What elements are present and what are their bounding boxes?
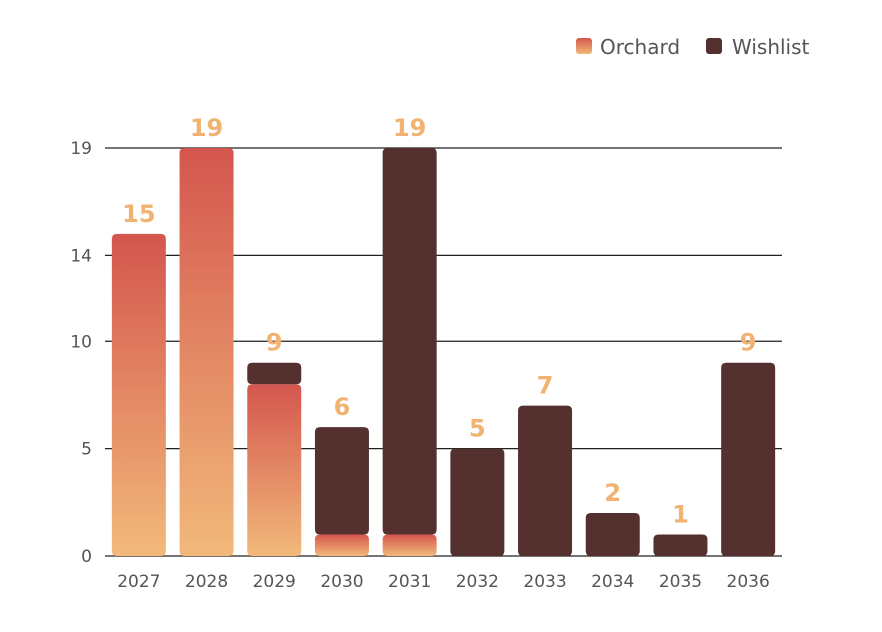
bar-wishlist-2032 (450, 448, 505, 556)
y-tick-label: 10 (70, 332, 92, 352)
x-tick-label: 2036 (727, 572, 770, 592)
bar-wishlist-2033 (518, 405, 573, 556)
y-tick-label: 19 (70, 139, 92, 159)
x-tick-label: 2027 (117, 572, 160, 592)
bars (111, 148, 776, 557)
total-label: 9 (266, 329, 283, 357)
bar-wishlist-2034 (585, 513, 640, 556)
x-tick-label: 2028 (185, 572, 228, 592)
legend-swatch-orchard (576, 38, 592, 54)
x-tick-label: 2033 (523, 572, 566, 592)
bar-wishlist-2031 (382, 148, 437, 535)
y-tick-label: 0 (81, 547, 92, 567)
bar-orchard-2029 (247, 384, 302, 556)
total-label: 2 (604, 479, 621, 507)
legend-label-wishlist: Wishlist (732, 35, 810, 59)
legend-swatch-wishlist (706, 38, 722, 54)
total-label: 7 (537, 372, 554, 400)
bar-orchard-2028 (179, 148, 234, 556)
total-label: 6 (334, 393, 351, 421)
bar-wishlist-2035 (653, 534, 708, 556)
x-axis-ticks: 2027 2028 2029 2030 2031 2032 2033 2034 2035 2036 (117, 572, 770, 592)
total-label: 5 (469, 415, 486, 443)
legend-label-orchard: Orchard (600, 35, 680, 59)
x-tick-label: 2031 (388, 572, 431, 592)
bar-wishlist-2029 (247, 362, 302, 385)
total-label: 9 (740, 329, 757, 357)
x-tick-label: 2032 (456, 572, 499, 592)
legend: Orchard Wishlist (576, 35, 810, 59)
total-label: 19 (393, 114, 426, 142)
total-label: 1 (672, 501, 689, 529)
bar-orchard-2027 (111, 233, 166, 557)
x-tick-label: 2035 (659, 572, 702, 592)
bar-orchard-2031 (382, 534, 437, 556)
y-tick-label: 14 (70, 246, 92, 266)
x-tick-label: 2030 (320, 572, 363, 592)
x-tick-label: 2034 (591, 572, 634, 592)
bar-orchard-2030 (314, 534, 369, 556)
total-label: 15 (122, 200, 155, 228)
total-label: 19 (190, 114, 223, 142)
y-tick-label: 5 (81, 440, 92, 460)
x-tick-label: 2029 (253, 572, 296, 592)
y-axis-ticks: 0 5 10 14 19 (70, 139, 92, 567)
bar-wishlist-2036 (721, 362, 776, 556)
bar-wishlist-2030 (314, 427, 369, 535)
